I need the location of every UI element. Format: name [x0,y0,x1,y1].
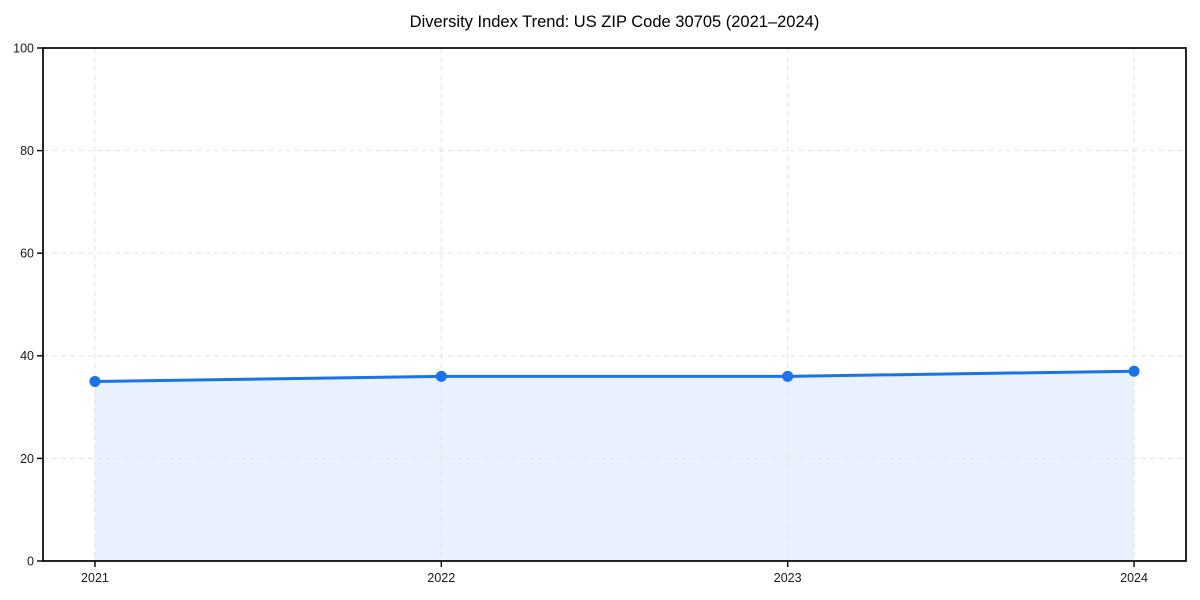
trend-line [93,369,1136,383]
area-fill [94,371,1135,561]
x-tick-label: 2022 [427,571,455,585]
data-point-marker [1128,365,1140,377]
plot-border [42,47,1187,562]
y-tick-label: 100 [13,41,34,55]
data-point-marker [782,370,794,382]
data-point-marker [435,370,447,382]
x-tick-label: 2021 [81,571,109,585]
y-tick-label: 0 [27,554,34,568]
y-tick-label: 40 [20,349,34,363]
data-point-marker [89,375,101,387]
chart-title: Diversity Index Trend: US ZIP Code 30705… [409,13,820,31]
x-tick-label: 2024 [1120,571,1148,585]
y-tick-label: 60 [20,247,34,261]
y-tick-label: 20 [20,452,34,466]
y-tick-label: 80 [20,144,34,158]
x-tick-label: 2023 [774,571,802,585]
